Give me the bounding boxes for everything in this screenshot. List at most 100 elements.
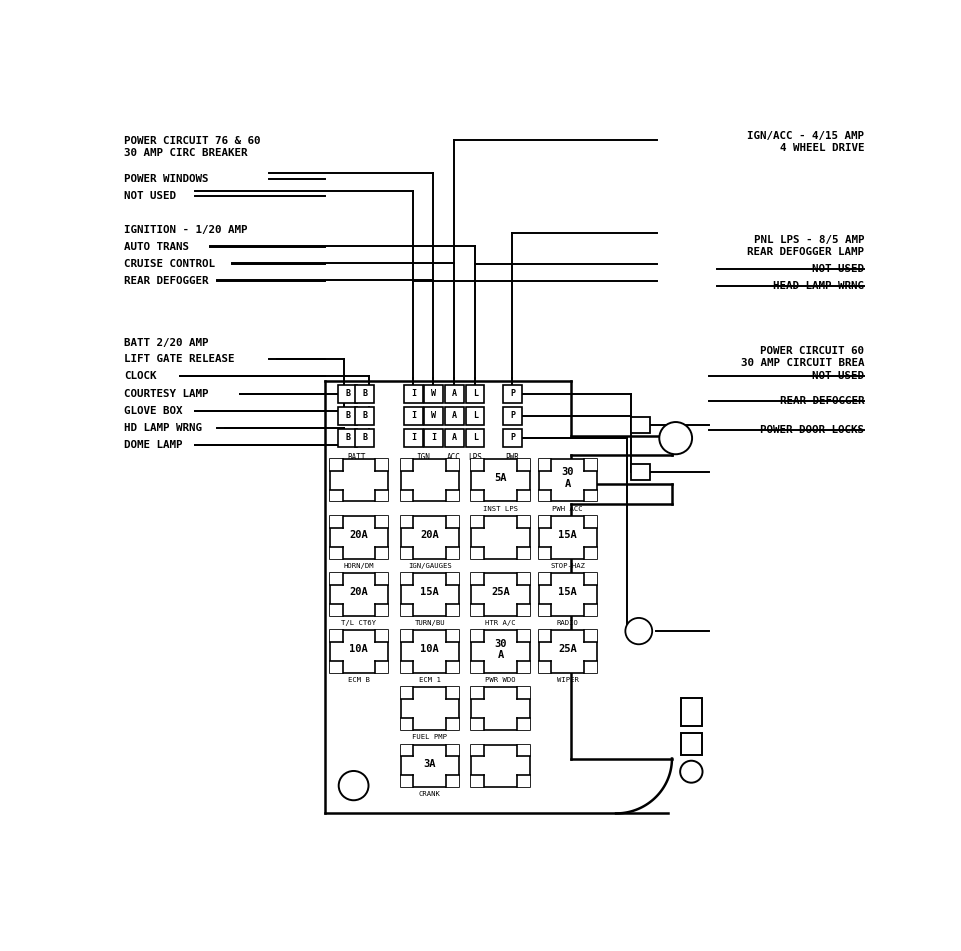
Text: HTR A/C: HTR A/C	[484, 620, 515, 626]
Text: LIFT GATE RELEASE: LIFT GATE RELEASE	[124, 355, 234, 364]
Bar	[471, 688, 529, 730]
Bar	[330, 516, 342, 528]
Bar	[424, 429, 442, 447]
Bar	[680, 733, 702, 755]
Bar	[330, 573, 387, 615]
Bar	[583, 516, 596, 528]
Text: POWER WINDOWS: POWER WINDOWS	[124, 174, 209, 184]
Bar	[330, 604, 342, 615]
Bar	[375, 490, 387, 501]
Circle shape	[679, 761, 702, 783]
Text: B: B	[362, 412, 367, 420]
Text: B: B	[345, 412, 350, 420]
Text: 20A: 20A	[349, 588, 368, 597]
Bar	[538, 490, 551, 501]
Text: W: W	[431, 412, 435, 420]
Text: I: I	[410, 434, 415, 442]
Text: NOT USED: NOT USED	[124, 191, 176, 201]
Bar	[538, 604, 551, 615]
Bar	[583, 631, 596, 642]
Text: ECM B: ECM B	[348, 677, 369, 683]
Bar	[330, 490, 342, 501]
Text: RADIO: RADIO	[556, 620, 578, 626]
Bar	[583, 490, 596, 501]
Text: 20A: 20A	[349, 530, 368, 540]
Bar	[538, 516, 596, 558]
Bar	[471, 604, 483, 615]
Bar	[516, 516, 529, 528]
Bar	[330, 547, 342, 558]
Bar	[400, 631, 413, 642]
Bar	[503, 407, 521, 425]
Bar	[471, 718, 483, 730]
Text: I: I	[431, 434, 435, 442]
Bar	[356, 385, 374, 403]
Bar	[538, 631, 596, 673]
Bar	[330, 459, 387, 501]
Bar	[330, 631, 387, 673]
Bar	[400, 516, 413, 528]
Bar	[356, 429, 374, 447]
Text: BATT 2/20 AMP: BATT 2/20 AMP	[124, 338, 209, 347]
Bar	[375, 631, 387, 642]
Text: T/L CT6Y: T/L CT6Y	[341, 620, 376, 626]
Bar	[375, 573, 387, 585]
Bar	[471, 745, 529, 787]
Bar	[583, 547, 596, 558]
Bar	[503, 385, 521, 403]
Text: INST LPS: INST LPS	[482, 506, 517, 512]
Bar	[338, 429, 357, 447]
Bar	[516, 718, 529, 730]
Bar	[471, 459, 483, 471]
Text: HEAD LAMP WRNG: HEAD LAMP WRNG	[773, 281, 863, 291]
Bar	[471, 775, 483, 787]
Text: GLOVE BOX: GLOVE BOX	[124, 406, 183, 416]
Bar	[471, 547, 483, 558]
Bar	[516, 688, 529, 699]
Text: 25A: 25A	[491, 588, 509, 597]
Bar	[516, 631, 529, 642]
Bar	[471, 573, 529, 615]
Bar	[400, 573, 458, 615]
Bar	[330, 459, 342, 471]
Bar	[630, 464, 649, 480]
Circle shape	[658, 422, 691, 455]
Bar	[471, 459, 529, 501]
Text: I: I	[410, 389, 415, 398]
Bar	[446, 775, 458, 787]
Bar	[400, 547, 413, 558]
Bar	[400, 459, 458, 501]
Text: AUTO TRANS: AUTO TRANS	[124, 243, 188, 252]
Bar	[538, 459, 551, 471]
Text: CRUISE CONTROL: CRUISE CONTROL	[124, 260, 214, 269]
Text: W: W	[431, 389, 435, 398]
Text: B: B	[362, 434, 367, 442]
Bar	[400, 490, 413, 501]
Text: REAR DEFOGGER: REAR DEFOGGER	[779, 397, 863, 406]
Bar	[465, 429, 484, 447]
Bar	[330, 573, 342, 585]
Text: ACC: ACC	[447, 453, 460, 462]
Text: I: I	[410, 412, 415, 420]
Text: 20A: 20A	[420, 530, 438, 540]
Text: COURTESY LAMP: COURTESY LAMP	[124, 389, 209, 398]
Bar	[516, 573, 529, 585]
Text: POWER CIRCUIT 60
30 AMP CIRCUIT BREA: POWER CIRCUIT 60 30 AMP CIRCUIT BREA	[740, 346, 863, 368]
Bar	[471, 661, 483, 673]
Bar	[400, 604, 413, 615]
Bar	[400, 775, 413, 787]
Bar	[404, 429, 422, 447]
Text: 15A: 15A	[557, 530, 577, 540]
Text: IGN/GAUGES: IGN/GAUGES	[407, 563, 451, 569]
Text: IGNITION - 1/20 AMP: IGNITION - 1/20 AMP	[124, 224, 247, 235]
Text: B: B	[345, 389, 350, 398]
Bar	[404, 407, 422, 425]
Text: POWER CIRCUIT 76 & 60
30 AMP CIRC BREAKER: POWER CIRCUIT 76 & 60 30 AMP CIRC BREAKE…	[124, 136, 260, 158]
Bar	[400, 516, 458, 558]
Bar	[446, 718, 458, 730]
Text: A: A	[452, 412, 456, 420]
Bar	[538, 459, 596, 501]
Bar	[465, 385, 484, 403]
Text: 10A: 10A	[349, 645, 368, 654]
Text: DOME LAMP: DOME LAMP	[124, 440, 183, 450]
